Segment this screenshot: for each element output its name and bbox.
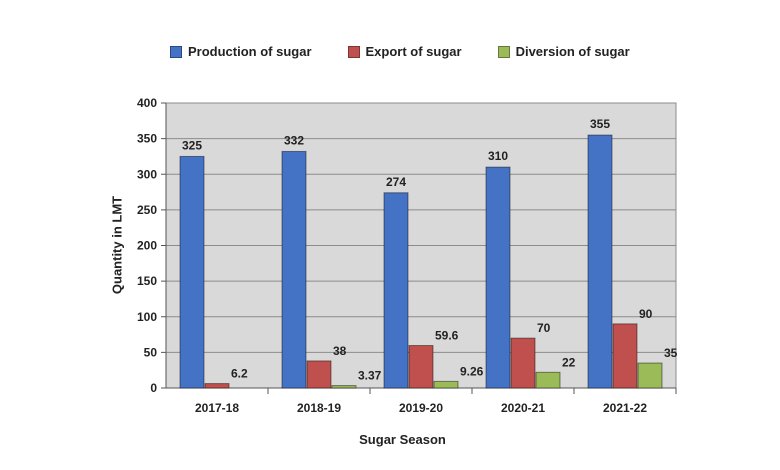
bar-diversion — [535, 371, 561, 389]
data-label: 332 — [284, 133, 304, 147]
bar-diversion — [637, 362, 663, 389]
bar-production — [587, 134, 613, 389]
y-tick-label: 150 — [137, 274, 157, 288]
bar-production — [179, 155, 205, 389]
data-label: 59.6 — [435, 329, 459, 343]
y-tick-label: 200 — [137, 239, 157, 253]
bar-production — [281, 150, 307, 389]
bar-export — [204, 383, 230, 389]
bar-diversion — [433, 380, 459, 389]
legend-swatch-diversion — [497, 45, 510, 58]
legend-label-production: Production of sugar — [188, 44, 312, 59]
y-tick-label: 0 — [150, 381, 157, 395]
chart-legend: Production of sugar Export of sugar Dive… — [170, 44, 630, 59]
y-axis-title: Quantity in LMT — [109, 195, 125, 295]
data-label: 6.2 — [231, 367, 248, 381]
bar-production — [485, 166, 511, 389]
x-tick-label: 2017-18 — [195, 401, 239, 415]
x-tick-label: 2019-20 — [399, 401, 443, 415]
y-tick-label: 350 — [137, 132, 157, 146]
legend-item-diversion: Diversion of sugar — [497, 44, 630, 59]
data-label: 310 — [488, 149, 508, 163]
legend-swatch-production — [170, 45, 182, 58]
x-tick-label: 2020-21 — [501, 401, 545, 415]
data-label: 355 — [590, 117, 610, 131]
data-label: 9.26 — [460, 364, 484, 378]
y-tick-label: 400 — [137, 96, 157, 110]
legend-swatch-export — [347, 45, 360, 58]
data-label: 35 — [664, 346, 678, 360]
x-tick-label: 2021-22 — [603, 401, 647, 415]
data-label: 90 — [639, 307, 653, 321]
x-axis-title: Sugar Season — [359, 432, 446, 447]
data-label: 38 — [333, 344, 347, 358]
bar-diversion — [331, 385, 357, 389]
y-tick-label: 300 — [137, 167, 157, 181]
bar-export — [510, 337, 536, 389]
bar-export — [612, 323, 638, 389]
y-tick-label: 100 — [137, 310, 157, 324]
data-label: 325 — [182, 138, 202, 152]
bar-export — [408, 345, 434, 389]
legend-label-export: Export of sugar — [365, 44, 462, 59]
legend-item-production: Production of sugar — [170, 44, 312, 59]
y-tick-label: 50 — [144, 345, 158, 359]
data-label: 274 — [386, 175, 406, 189]
y-tick-label: 250 — [137, 203, 157, 217]
bar-export — [306, 360, 332, 389]
data-label: 70 — [537, 321, 551, 335]
bar-production — [383, 192, 409, 389]
x-tick-label: 2018-19 — [297, 401, 341, 415]
data-label: 22 — [562, 355, 576, 369]
legend-label-diversion: Diversion of sugar — [515, 44, 630, 59]
legend-item-export: Export of sugar — [347, 44, 462, 59]
data-label: 3.37 — [358, 369, 382, 383]
